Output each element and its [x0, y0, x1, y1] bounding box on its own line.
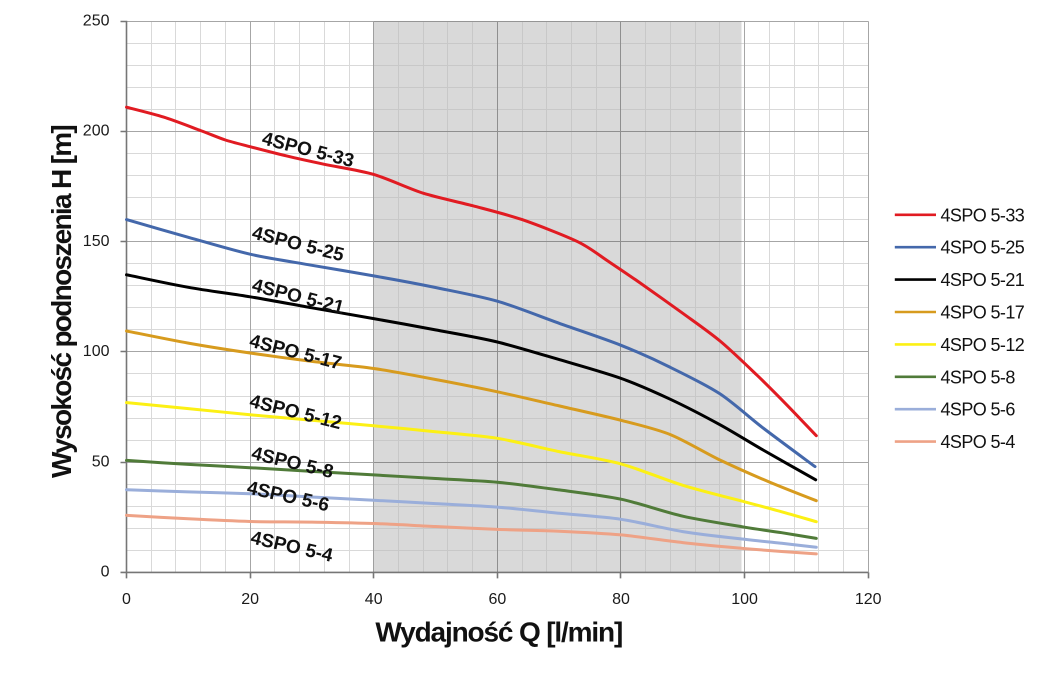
svg-text:4SPO 5-8: 4SPO 5-8	[941, 367, 1016, 387]
svg-text:100: 100	[731, 591, 758, 608]
svg-text:60: 60	[489, 591, 507, 608]
svg-text:4SPO 5-25: 4SPO 5-25	[941, 238, 1025, 258]
svg-text:4SPO 5-21: 4SPO 5-21	[941, 270, 1025, 290]
svg-text:4SPO 5-33: 4SPO 5-33	[941, 205, 1025, 225]
svg-text:40: 40	[365, 591, 383, 608]
svg-text:120: 120	[855, 591, 882, 608]
svg-text:0: 0	[122, 591, 131, 608]
svg-text:50: 50	[92, 453, 110, 470]
svg-text:20: 20	[241, 591, 259, 608]
svg-text:0: 0	[101, 564, 110, 581]
svg-text:Wydajność Q [l/min]: Wydajność Q [l/min]	[375, 617, 622, 648]
svg-text:100: 100	[83, 343, 110, 360]
svg-text:Wysokość podnoszenia H [m]: Wysokość podnoszenia H [m]	[46, 126, 77, 478]
svg-text:4SPO 5-12: 4SPO 5-12	[941, 335, 1025, 355]
svg-text:150: 150	[83, 233, 110, 250]
svg-text:250: 250	[83, 12, 110, 29]
svg-text:80: 80	[612, 591, 630, 608]
svg-text:4SPO 5-4: 4SPO 5-4	[941, 432, 1016, 452]
svg-text:200: 200	[83, 123, 110, 140]
svg-text:4SPO 5-6: 4SPO 5-6	[941, 400, 1016, 420]
svg-text:4SPO 5-17: 4SPO 5-17	[941, 303, 1025, 323]
